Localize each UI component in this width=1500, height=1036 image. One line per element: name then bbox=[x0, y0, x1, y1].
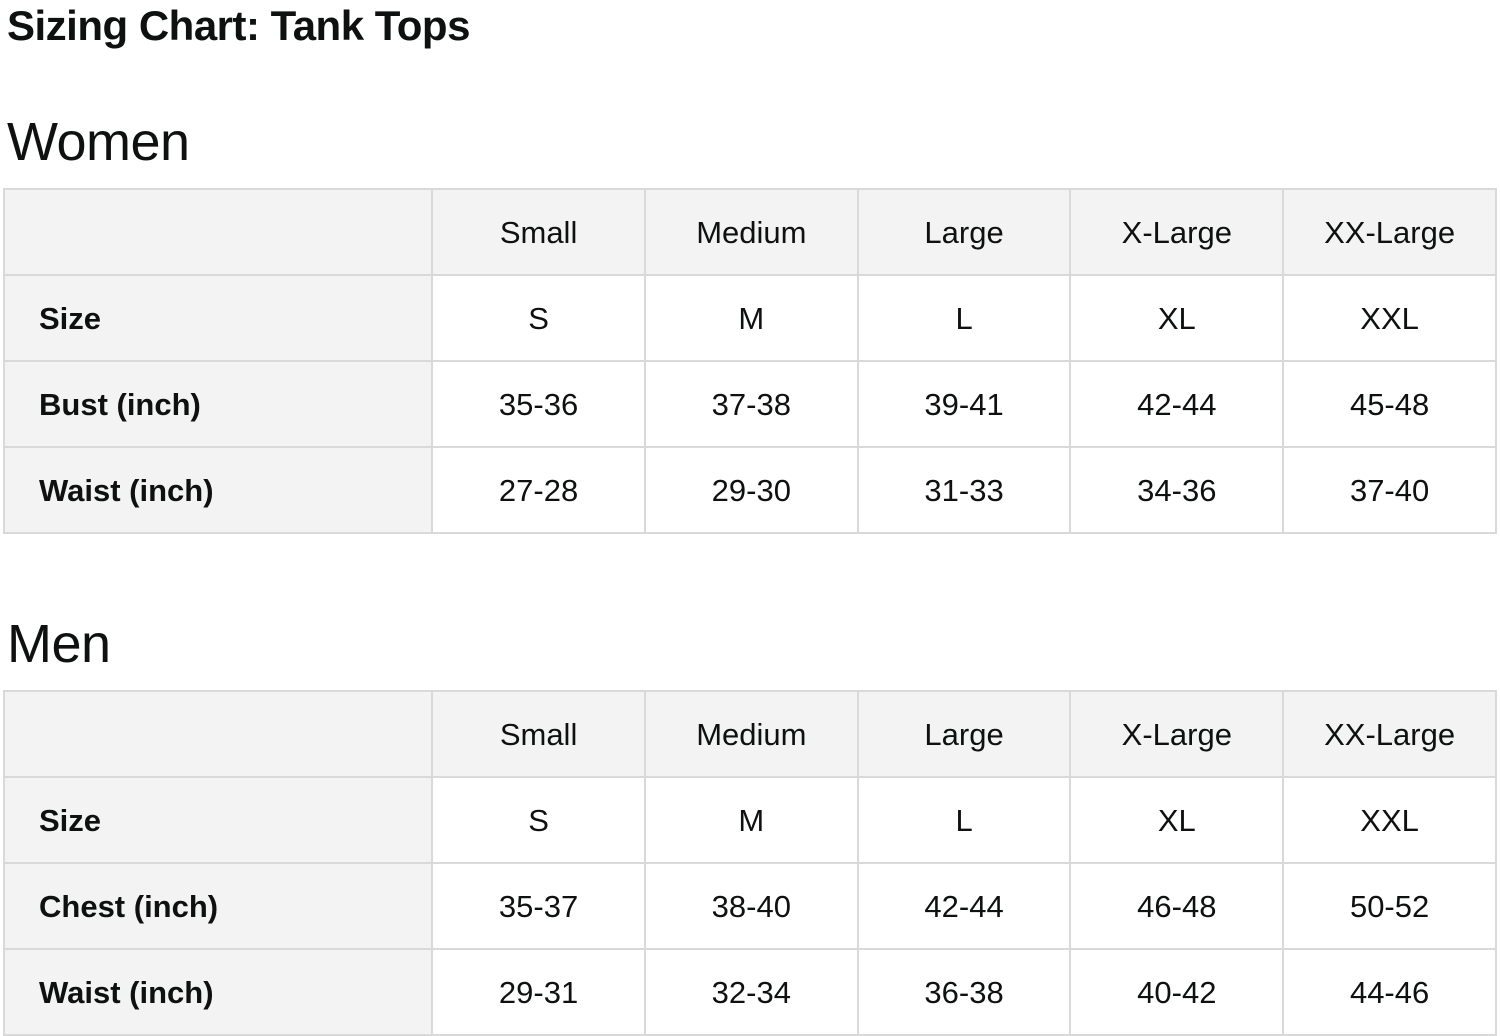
women-row-label-size: Size bbox=[2, 274, 434, 362]
men-row-label-waist: Waist (inch) bbox=[2, 948, 434, 1036]
women-row-waist: Waist (inch) 27-28 29-30 31-33 34-36 37-… bbox=[2, 446, 1497, 534]
section-men: Men Small Medium Large X-Large XX-Large … bbox=[2, 614, 1497, 1036]
men-row-waist: Waist (inch) 29-31 32-34 36-38 40-42 44-… bbox=[2, 948, 1497, 1036]
women-column-header-small: Small bbox=[431, 188, 646, 276]
men-row-label-size: Size bbox=[2, 776, 434, 864]
sizing-table-women: Small Medium Large X-Large XX-Large Size… bbox=[2, 188, 1497, 534]
men-row-size: Size S M L XL XXL bbox=[2, 776, 1497, 864]
men-header-row: Small Medium Large X-Large XX-Large bbox=[2, 690, 1497, 778]
section-heading-women: Women bbox=[7, 112, 190, 172]
men-row-label-chest: Chest (inch) bbox=[2, 862, 434, 950]
men-column-header-large: Large bbox=[856, 690, 1072, 778]
women-waist-x-large-cell: 34-36 bbox=[1069, 446, 1285, 534]
women-column-header-medium: Medium bbox=[643, 188, 859, 276]
women-bust-large-cell: 39-41 bbox=[856, 360, 1072, 448]
men-column-header-x-large: X-Large bbox=[1069, 690, 1285, 778]
women-bust-small-cell: 35-36 bbox=[431, 360, 646, 448]
men-chest-small-cell: 35-37 bbox=[431, 862, 646, 950]
women-header-row: Small Medium Large X-Large XX-Large bbox=[2, 188, 1497, 276]
women-waist-medium-cell: 29-30 bbox=[643, 446, 859, 534]
section-heading-men: Men bbox=[7, 614, 111, 674]
men-column-header-medium: Medium bbox=[643, 690, 859, 778]
men-waist-small-cell: 29-31 bbox=[431, 948, 646, 1036]
women-waist-large-cell: 31-33 bbox=[856, 446, 1072, 534]
women-bust-xx-large-cell: 45-48 bbox=[1282, 360, 1497, 448]
women-row-label-waist: Waist (inch) bbox=[2, 446, 434, 534]
men-row-chest: Chest (inch) 35-37 38-40 42-44 46-48 50-… bbox=[2, 862, 1497, 950]
men-size-small-cell: S bbox=[431, 776, 646, 864]
women-bust-medium-cell: 37-38 bbox=[643, 360, 859, 448]
men-chest-medium-cell: 38-40 bbox=[643, 862, 859, 950]
women-column-header-x-large: X-Large bbox=[1069, 188, 1285, 276]
women-size-large-cell: L bbox=[856, 274, 1072, 362]
men-chest-xx-large-cell: 50-52 bbox=[1282, 862, 1497, 950]
men-column-header-xx-large: XX-Large bbox=[1282, 690, 1497, 778]
women-column-header-large: Large bbox=[856, 188, 1072, 276]
women-waist-xx-large-cell: 37-40 bbox=[1282, 446, 1497, 534]
men-chest-large-cell: 42-44 bbox=[856, 862, 1072, 950]
sizing-table-men: Small Medium Large X-Large XX-Large Size… bbox=[2, 690, 1497, 1036]
men-size-xx-large-cell: XXL bbox=[1282, 776, 1497, 864]
men-size-medium-cell: M bbox=[643, 776, 859, 864]
women-row-bust: Bust (inch) 35-36 37-38 39-41 42-44 45-4… bbox=[2, 360, 1497, 448]
section-women: Women Small Medium Large X-Large XX-Larg… bbox=[2, 112, 1497, 534]
women-waist-small-cell: 27-28 bbox=[431, 446, 646, 534]
women-row-label-bust: Bust (inch) bbox=[2, 360, 434, 448]
women-size-small-cell: S bbox=[431, 274, 646, 362]
men-waist-medium-cell: 32-34 bbox=[643, 948, 859, 1036]
women-size-medium-cell: M bbox=[643, 274, 859, 362]
women-corner-cell bbox=[2, 188, 434, 276]
men-size-x-large-cell: XL bbox=[1069, 776, 1285, 864]
page-title: Sizing Chart: Tank Tops bbox=[7, 2, 470, 49]
men-corner-cell bbox=[2, 690, 434, 778]
women-row-size: Size S M L XL XXL bbox=[2, 274, 1497, 362]
women-bust-x-large-cell: 42-44 bbox=[1069, 360, 1285, 448]
men-column-header-small: Small bbox=[431, 690, 646, 778]
men-chest-x-large-cell: 46-48 bbox=[1069, 862, 1285, 950]
men-waist-x-large-cell: 40-42 bbox=[1069, 948, 1285, 1036]
men-size-large-cell: L bbox=[856, 776, 1072, 864]
women-column-header-xx-large: XX-Large bbox=[1282, 188, 1497, 276]
women-size-xx-large-cell: XXL bbox=[1282, 274, 1497, 362]
men-waist-xx-large-cell: 44-46 bbox=[1282, 948, 1497, 1036]
women-size-x-large-cell: XL bbox=[1069, 274, 1285, 362]
men-waist-large-cell: 36-38 bbox=[856, 948, 1072, 1036]
